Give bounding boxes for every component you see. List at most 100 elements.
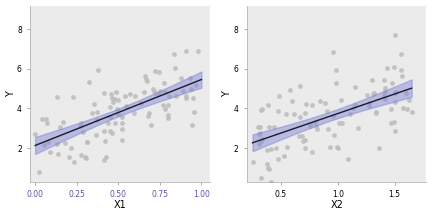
Point [164,103,171,107]
Point [295,135,302,138]
Point [111,98,118,101]
Point [275,157,282,161]
X-axis label: X2: X2 [330,200,343,210]
Point [115,99,122,102]
Point [112,90,119,94]
Point [375,146,382,150]
Point [264,162,271,166]
Point [299,139,306,142]
Point [95,68,102,72]
Point [59,120,66,124]
Point [113,107,120,111]
Point [192,83,199,86]
Point [161,90,168,94]
Point [177,76,184,80]
Point [267,180,274,184]
Y-axis label: Y: Y [6,91,16,97]
Point [103,155,110,159]
Point [155,70,162,73]
Point [101,158,108,162]
Point [108,92,115,96]
Point [83,156,90,159]
Point [152,69,159,73]
Point [119,138,126,142]
Point [179,90,186,93]
Point [43,118,50,121]
Point [145,111,152,114]
Point [265,166,272,170]
Point [388,121,395,125]
Point [194,49,201,52]
Point [54,152,61,156]
Point [183,97,190,100]
Point [258,107,265,110]
Point [44,140,51,144]
Point [173,94,180,98]
Point [301,146,308,150]
Point [78,121,85,125]
Point [346,112,353,115]
Point [161,82,168,85]
Point [391,91,398,95]
Point [123,104,130,108]
Point [324,110,331,113]
Point [280,154,287,157]
Point [127,92,134,96]
Point [392,90,399,94]
Point [369,78,376,82]
Point [94,118,101,121]
Point [290,112,297,116]
Point [41,143,48,147]
Point [363,94,370,97]
Point [159,103,166,107]
Point [288,99,295,102]
Point [314,127,321,130]
Point [372,111,379,115]
Point [255,143,262,146]
Point [388,107,394,111]
Point [380,78,387,81]
Point [71,160,78,163]
Point [327,145,334,148]
Point [106,129,113,132]
Point [187,77,194,80]
Point [165,94,172,97]
Point [391,65,398,69]
Point [369,92,376,95]
Y-axis label: Y: Y [222,91,232,97]
Point [264,149,270,152]
Point [84,140,91,144]
Point [256,132,263,136]
Point [403,107,410,111]
Point [172,67,178,70]
Point [312,124,319,127]
Point [382,89,389,93]
Point [391,100,398,104]
Point [78,153,85,156]
Point [257,131,264,135]
Point [164,116,171,120]
Point [92,133,99,136]
Point [189,123,196,127]
Point [137,101,144,104]
Point [56,125,63,129]
Point [190,96,197,100]
Point [100,129,107,133]
Point [250,160,257,163]
Point [258,138,265,141]
Point [47,150,54,154]
Point [296,84,303,87]
Point [268,147,275,151]
Point [352,86,359,89]
Point [333,68,340,72]
Point [149,87,156,91]
Point [391,33,398,37]
Point [76,125,83,128]
Point [257,125,264,128]
Point [144,79,151,83]
Point [67,147,74,150]
Point [151,92,158,95]
Point [110,97,117,101]
Point [32,132,39,136]
Point [115,112,122,116]
